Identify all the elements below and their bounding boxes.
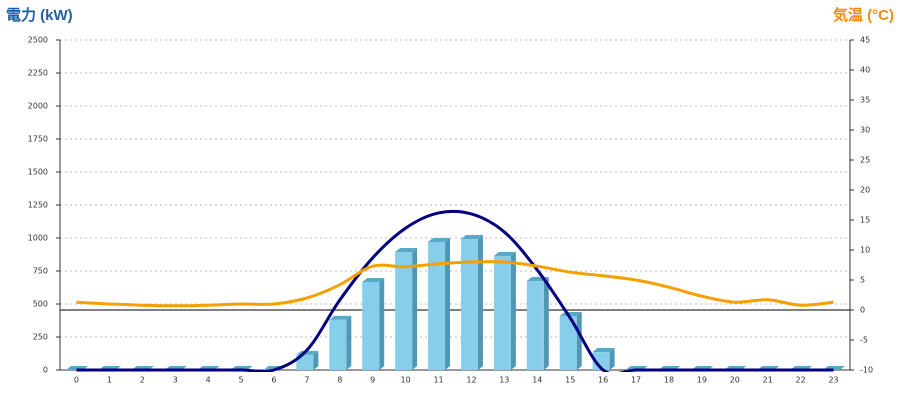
bar-side [346, 315, 352, 370]
y2-tick-label: 30 [860, 126, 870, 135]
bar-side [379, 277, 385, 370]
x-tick-label: 3 [173, 376, 178, 385]
bar-side [412, 247, 418, 370]
y2-tick-label: 10 [860, 246, 870, 255]
x-tick-label: 22 [796, 376, 806, 385]
y2-tick-label: 15 [860, 216, 870, 225]
y2-tick-label: 5 [860, 276, 865, 285]
y-tick-label: 1750 [28, 135, 48, 144]
bar [460, 239, 478, 370]
bar-side [510, 251, 516, 370]
y2-tick-label: 0 [860, 306, 865, 315]
y-tick-label: 2000 [28, 102, 48, 111]
y-tick-label: 1500 [28, 168, 48, 177]
x-tick-label: 11 [433, 376, 443, 385]
bar [592, 352, 610, 370]
x-tick-label: 19 [697, 376, 707, 385]
x-tick-label: 8 [337, 376, 342, 385]
line [76, 260, 834, 308]
x-tick-label: 23 [828, 376, 838, 385]
x-tick-label: 12 [466, 376, 476, 385]
bar [428, 241, 446, 370]
x-tick-label: 15 [565, 376, 575, 385]
y-tick-label: 1000 [28, 234, 48, 243]
bar [296, 354, 314, 370]
bar-top [428, 237, 451, 242]
y-tick-label: 0 [43, 366, 48, 375]
x-tick-label: 18 [664, 376, 674, 385]
bar-top [460, 235, 483, 240]
y2-tick-label: 25 [860, 156, 870, 165]
y-tick-label: 500 [33, 300, 48, 309]
bar-top [362, 277, 385, 282]
y2-axis-title: 気温 (°C) [833, 6, 894, 24]
bar-side [543, 277, 549, 370]
y-tick-label: 250 [33, 333, 48, 342]
bar [526, 281, 544, 370]
x-tick-label: 1 [107, 376, 112, 385]
bar-side [576, 312, 582, 370]
bar-side [313, 350, 319, 370]
bar [362, 281, 380, 370]
bar-side [445, 237, 451, 370]
bar [493, 255, 511, 370]
bar [395, 251, 413, 370]
x-tick-label: 4 [206, 376, 211, 385]
x-tick-label: 16 [598, 376, 608, 385]
bar [329, 319, 347, 370]
x-tick-label: 6 [271, 376, 276, 385]
y2-tick-label: 35 [860, 96, 870, 105]
x-tick-label: 14 [532, 376, 542, 385]
x-tick-label: 10 [401, 376, 411, 385]
bar-side [609, 348, 615, 370]
x-tick-label: 2 [140, 376, 145, 385]
x-tick-label: 5 [238, 376, 243, 385]
bar-top [493, 251, 516, 256]
y2-tick-label: 20 [860, 186, 870, 195]
bar-top [592, 348, 615, 353]
line [76, 209, 834, 372]
y-axis-title: 電力 (kW) [6, 6, 73, 24]
bar-top [395, 247, 418, 252]
y2-tick-label: -5 [860, 336, 868, 345]
x-tick-label: 13 [499, 376, 509, 385]
bar-top [329, 315, 352, 320]
y-tick-label: 1250 [28, 201, 48, 210]
bar-side [477, 235, 483, 370]
y2-tick-label: 45 [860, 36, 870, 45]
y2-tick-label: 40 [860, 66, 870, 75]
y2-tick-label: -10 [860, 366, 873, 375]
bar [559, 316, 577, 370]
y-tick-label: 2250 [28, 69, 48, 78]
y-tick-label: 2500 [28, 36, 48, 45]
x-tick-label: 9 [370, 376, 375, 385]
x-tick-label: 17 [631, 376, 641, 385]
x-tick-label: 0 [74, 376, 79, 385]
x-tick-label: 21 [763, 376, 773, 385]
x-tick-label: 20 [730, 376, 740, 385]
x-tick-label: 7 [304, 376, 309, 385]
y-tick-label: 750 [33, 267, 48, 276]
